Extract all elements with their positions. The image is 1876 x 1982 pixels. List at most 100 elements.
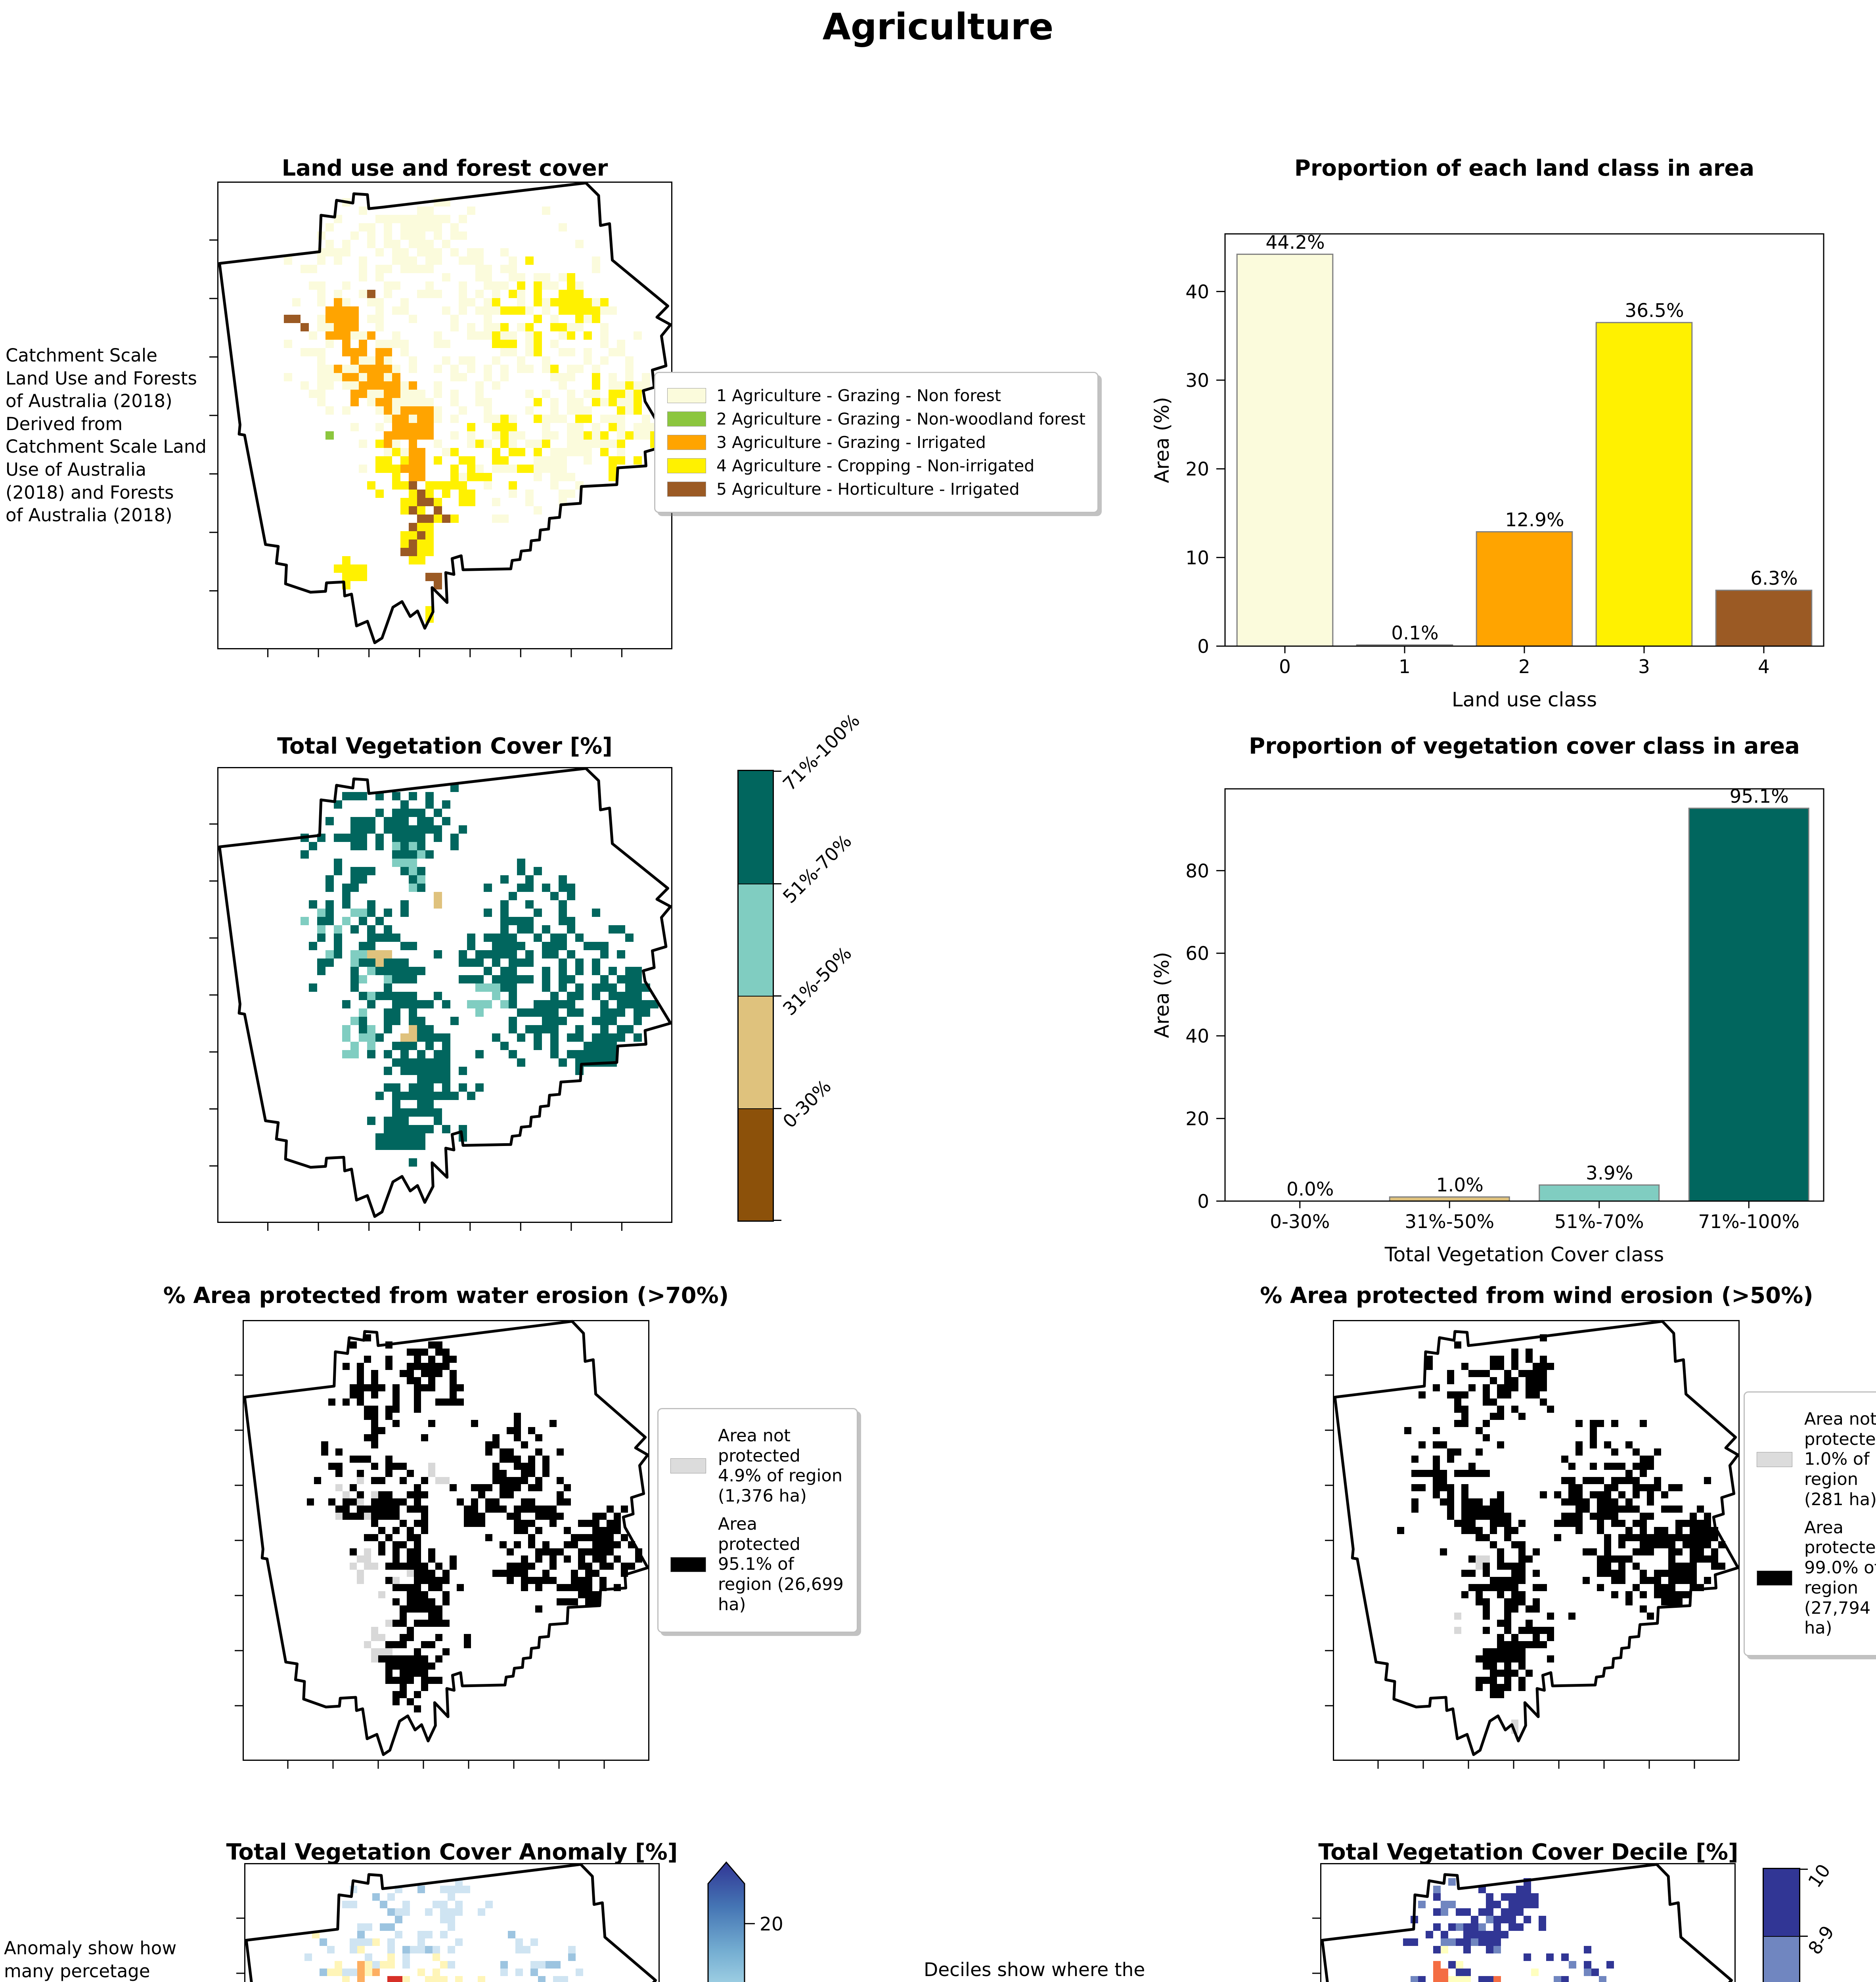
land-class-chart-title: Proportion of each land class in area [1294,155,1755,181]
colorbar-tick [773,1108,781,1109]
colorbar-tick-label: 71%-100% [778,709,864,795]
catchment-boundary [1333,1320,1740,1756]
catchment-boundary [243,1320,649,1756]
map-pixel-layer [325,431,334,440]
veg-cover-map [209,767,672,1231]
legend-label: Area protected 95.1% of region (26,699 h… [718,1514,844,1615]
decile-map-title: Total Vegetation Cover Decile [%] [1318,1839,1738,1865]
bar-value-label: 0.1% [1391,622,1438,644]
bar [1688,807,1809,1202]
legend-swatch [667,458,706,473]
water-erosion-title: % Area protected from water erosion (>70… [163,1283,729,1309]
bar-value-label: 0.0% [1286,1178,1334,1200]
wind-erosion-map [1325,1320,1740,1769]
colorbar-tick-label: 0-30% [778,1075,835,1132]
colorbar-tick-label: 8-9 [1803,1922,1839,1959]
legend-item: Area protected 99.0% of region (27,794 h… [1757,1518,1876,1638]
decile-map [1312,1863,1736,1982]
veg-cover-colorbar: 71%-100% 51%-70% 31%-50% 0-30% [737,710,864,1222]
x-tick-label: 0 [1279,656,1291,678]
x-axis-label: Total Vegetation Cover class [1384,1243,1664,1266]
colorbar-tick-label: 31%-50% [778,942,856,1020]
x-tick-label: 1 [1399,656,1411,678]
map-pixel-layer [367,892,442,1042]
map-pixel-layer [1397,1334,1725,1698]
colorbar-tick [773,1220,781,1221]
map-pixel-layer [284,290,450,589]
bar-value-label: 12.9% [1505,509,1564,531]
legend-label: 2 Agriculture - Grazing - Non-woodland f… [716,409,1085,429]
svg-text:60: 60 [1185,943,1209,965]
svg-text:20: 20 [1185,1108,1209,1130]
catchment-boundary [245,1863,657,1982]
water-erosion-map [235,1320,649,1769]
x-tick-label: 31%-50% [1405,1211,1494,1233]
legend-label: 4 Agriculture - Cropping - Non-irrigated [716,456,1035,475]
bar-value-label: 6.3% [1750,568,1798,589]
bar-value-label: 3.9% [1586,1162,1633,1184]
legend-label: Area not protected 1.0% of region (281 h… [1804,1409,1876,1509]
colorbar-tick [773,995,781,997]
map-pixel-layer [301,842,509,1058]
catchment-boundary [1321,1863,1733,1982]
map-pixel-layer [304,1878,583,1982]
bar [1539,1184,1660,1202]
y-axis-label: Area (%) [1150,397,1173,483]
legend-swatch [670,1557,706,1572]
legend-item: Area not protected 1.0% of region (281 h… [1757,1409,1876,1510]
legend-swatch [667,482,706,497]
svg-text:20: 20 [1185,459,1209,480]
land-use-legend: 1 Agriculture - Grazing - Non forest 2 Ag… [654,372,1099,513]
wind-erosion-title: % Area protected from wind erosion (>50%… [1260,1283,1813,1309]
svg-text:40: 40 [1185,1025,1209,1047]
bar [1715,589,1813,647]
map-pixel-layer [301,784,659,1167]
legend-label: 5 Agriculture - Horticulture - Irrigated [716,480,1020,499]
veg-cover-bar-chart: 0 20 40 60 80 0.0% 0-30% 1.0% 31%-50% 3.9% 51%-70%… [1150,786,1824,1266]
x-tick-label: 71%-100% [1698,1211,1799,1233]
catchment-boundary [218,767,672,1218]
svg-text:40: 40 [1185,281,1209,303]
legend-label: 3 Agriculture - Grazing - Irrigated [716,433,986,452]
colorbar-segment [1764,1869,1799,1936]
svg-text:80: 80 [1185,860,1209,882]
colorbar-segment [739,883,773,996]
map-pixel-layer [325,298,434,481]
legend-swatch [667,435,706,450]
bar [1476,531,1573,647]
x-tick-label: 2 [1518,656,1530,678]
legend-label: Area protected 99.0% of region (27,794 h… [1804,1517,1876,1638]
veg-cover-map-title: Total Vegetation Cover [%] [277,733,613,759]
legend-label: 1 Agriculture - Grazing - Non forest [716,386,1001,405]
wind-erosion-legend: Area not protected 1.0% of region (281 h… [1744,1391,1876,1657]
anomaly-map [236,1863,660,1982]
land-class-bar-chart: 0 10 20 30 40 44.2% 0 0.1% 1 12.9% 2 36.5% 3 6.3% 4 Lan… [1150,231,1824,711]
svg-text:10: 10 [1185,547,1209,569]
legend-item: 4 Agriculture - Cropping - Non-irrigated [667,456,1085,475]
x-tick-label: 3 [1638,656,1650,678]
colorbar-segment [1764,1936,1799,1982]
colorbar-segment [739,996,773,1108]
colorbar-tick [1799,1936,1808,1937]
land-use-map-title: Land use and forest cover [281,155,608,181]
anomaly-colorbar: 20100−10−20 [707,1861,783,1982]
map-pixel-layer [387,1976,402,1982]
legend-item: Area protected 95.1% of region (26,699 h… [670,1514,845,1615]
water-erosion-legend: Area not protected 4.9% of region (1,376… [657,1408,858,1633]
x-axis-label: Land use class [1452,688,1597,711]
legend-item: 2 Agriculture - Grazing - Non-woodland f… [667,409,1085,429]
bar-value-label: 1.0% [1436,1175,1484,1196]
bar-value-label: 36.5% [1625,300,1684,322]
colorbar-tick-label: 20 [760,1913,783,1935]
land-use-caption: Catchment Scale Land Use and Forests of … [6,345,207,526]
map-pixel-layer [1433,1961,1501,1982]
decile-colorbar: 108-94-72-31 [1763,1860,1838,1982]
colorbar-tick [773,771,781,772]
bar [1595,322,1693,647]
legend-swatch [667,388,706,403]
legend-label: Area not protected 4.9% of region (1,376… [718,1426,843,1506]
colorbar-tick-label: 10 [1803,1860,1835,1892]
map-pixel-layer [1403,1878,1614,1982]
legend-item: 1 Agriculture - Grazing - Non forest [667,386,1085,405]
